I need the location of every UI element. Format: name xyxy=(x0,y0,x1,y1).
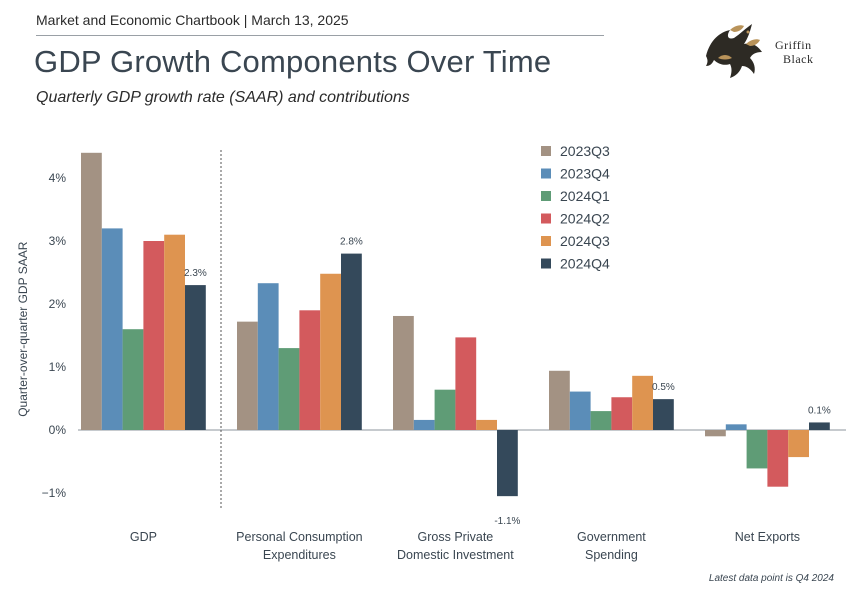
data-label: 2.8% xyxy=(340,237,363,248)
logo-line-2: Black xyxy=(783,52,814,66)
header-divider xyxy=(36,35,604,36)
legend-swatch-2023Q4 xyxy=(541,168,551,179)
bar-2024Q2 xyxy=(455,337,477,430)
bar-2024Q4 xyxy=(653,399,674,430)
bar-2023Q4 xyxy=(101,228,123,430)
bar-2023Q3 xyxy=(549,370,570,430)
legend-label-2024Q3: 2024Q3 xyxy=(560,233,610,249)
bar-2023Q4 xyxy=(413,419,435,430)
legend-swatch-2024Q1 xyxy=(541,191,551,201)
x-category-label: Domestic Investment xyxy=(397,548,514,562)
x-category-label: Spending xyxy=(585,548,638,562)
bar-2023Q4 xyxy=(569,391,591,430)
legend-label-2024Q2: 2024Q2 xyxy=(560,211,610,227)
y-tick-label: 1% xyxy=(49,360,67,374)
footnote: Latest data point is Q4 2024 xyxy=(708,573,834,584)
bar-2024Q3 xyxy=(788,430,809,458)
bar-2024Q1 xyxy=(746,430,768,469)
chartbook-header: Market and Economic Chartbook | March 13… xyxy=(36,12,349,28)
legend-swatch-2024Q4 xyxy=(541,258,551,269)
y-tick-label: 0% xyxy=(49,423,67,437)
bar-2024Q4 xyxy=(341,253,362,430)
y-tick-label: −1% xyxy=(42,486,67,500)
y-tick-label: 2% xyxy=(49,297,67,311)
legend-label-2023Q3: 2023Q3 xyxy=(560,143,610,159)
legend-label-2024Q4: 2024Q4 xyxy=(560,256,610,272)
bar-2023Q3 xyxy=(705,430,726,437)
legend-label-2023Q4: 2023Q4 xyxy=(560,166,610,182)
x-category-label: Expenditures xyxy=(263,548,336,562)
page-subtitle: Quarterly GDP growth rate (SAAR) and con… xyxy=(36,89,410,106)
bar-2024Q3 xyxy=(320,273,341,430)
data-label: 0.5% xyxy=(652,382,675,393)
bar-2024Q4 xyxy=(185,285,206,430)
bar-2023Q3 xyxy=(81,152,102,431)
x-category-label: Net Exports xyxy=(735,530,800,544)
x-category-label: Personal Consumption xyxy=(236,530,363,544)
logo-line-1: Griffin xyxy=(775,38,812,52)
bar-2024Q1 xyxy=(434,389,456,430)
bar-2024Q3 xyxy=(476,419,497,430)
x-category-label: Gross Private xyxy=(418,530,494,544)
bar-2024Q1 xyxy=(122,329,144,430)
bar-2023Q4 xyxy=(257,283,279,430)
data-label: 0.1% xyxy=(808,405,831,416)
bar-2024Q2 xyxy=(767,430,789,487)
bar-2023Q4 xyxy=(725,424,747,430)
legend-swatch-2024Q2 xyxy=(541,213,551,224)
bar-2024Q2 xyxy=(611,397,633,430)
x-category-label: Government xyxy=(577,530,646,544)
x-category-label: GDP xyxy=(130,530,157,544)
bar-2024Q3 xyxy=(164,234,185,430)
bar-2024Q4 xyxy=(809,422,830,430)
legend-swatch-2024Q3 xyxy=(541,236,551,246)
legend-label-2024Q1: 2024Q1 xyxy=(560,188,610,204)
bar-2024Q1 xyxy=(590,411,612,430)
bar-2023Q3 xyxy=(393,315,414,430)
data-label: -1.1% xyxy=(494,516,520,527)
bar-2024Q1 xyxy=(278,348,300,430)
bar-2024Q3 xyxy=(632,375,653,430)
bar-2024Q2 xyxy=(299,310,321,430)
logo-wordmark: Griffin Black xyxy=(775,38,814,66)
y-axis-label: Quarter-over-quarter GDP SAAR xyxy=(16,241,30,417)
bar-2024Q4 xyxy=(497,430,518,497)
bar-2024Q2 xyxy=(143,241,165,430)
data-label: 2.3% xyxy=(184,268,207,279)
legend-swatch-2023Q3 xyxy=(541,146,551,156)
griffin-icon xyxy=(706,24,762,78)
page-title: GDP Growth Components Over Time xyxy=(34,44,552,79)
bar-2023Q3 xyxy=(237,321,258,430)
y-tick-label: 4% xyxy=(49,171,67,185)
y-tick-label: 3% xyxy=(49,234,67,248)
